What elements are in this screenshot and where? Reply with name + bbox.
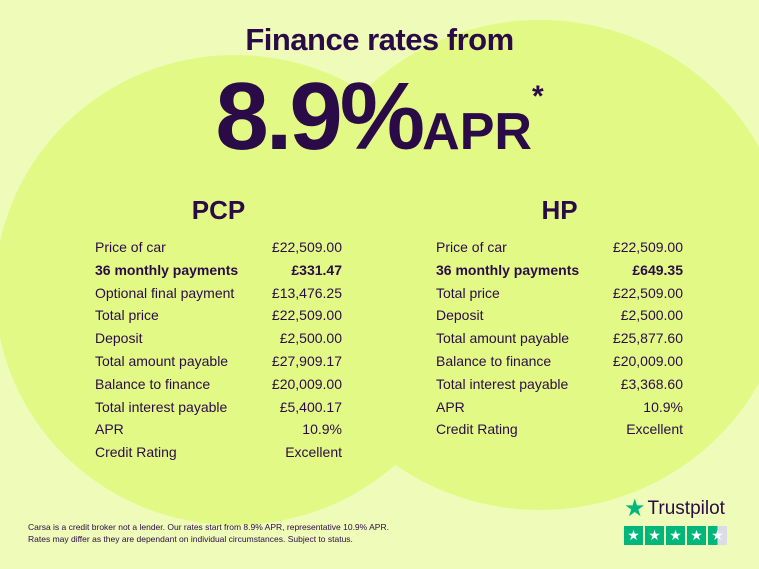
rating-star-icon: ★ bbox=[624, 526, 643, 545]
row-label: Credit Rating bbox=[95, 444, 177, 461]
star-icon: ★ bbox=[624, 495, 646, 522]
headline: Finance rates from bbox=[245, 22, 514, 57]
row-value: £2,500.00 bbox=[620, 307, 683, 324]
table-row: Deposit £2,500.00 bbox=[95, 327, 342, 350]
rating-star-icon: ★ bbox=[666, 526, 685, 545]
row-value: £22,509.00 bbox=[271, 239, 342, 255]
row-value: £649.35 bbox=[632, 261, 683, 278]
row-label: Deposit bbox=[95, 330, 143, 347]
table-row: Optional final payment £13,476.25 bbox=[95, 282, 342, 305]
row-value: Excellent bbox=[285, 444, 342, 461]
row-label: Price of car bbox=[436, 239, 507, 255]
row-label: Deposit bbox=[436, 307, 484, 324]
row-value: £27,909.17 bbox=[271, 352, 342, 369]
row-label: Total price bbox=[436, 284, 500, 301]
asterisk: * bbox=[531, 80, 544, 113]
disclaimer-line: Rates may differ as they are dependant o… bbox=[28, 534, 353, 544]
row-value: £22,509.00 bbox=[612, 239, 683, 255]
table-row: Total price £22,509.00 bbox=[436, 282, 683, 305]
rating-star-icon: ★ bbox=[687, 526, 706, 545]
row-value: £2,500.00 bbox=[279, 330, 342, 347]
table-row: Deposit £2,500.00 bbox=[436, 304, 683, 327]
table-row: Total interest payable £3,368.60 bbox=[436, 373, 683, 396]
row-value: £331.47 bbox=[291, 261, 342, 278]
row-label: Credit Rating bbox=[436, 421, 518, 438]
row-label: Total interest payable bbox=[95, 398, 228, 415]
table-row: Price of car £22,509.00 bbox=[436, 236, 683, 259]
table-row: Balance to finance £20,009.00 bbox=[95, 373, 342, 396]
row-label: Total amount payable bbox=[95, 352, 229, 369]
table-row: Credit Rating Excellent bbox=[436, 418, 683, 441]
row-value: £13,476.25 bbox=[271, 284, 342, 301]
rating-star-icon: ★ bbox=[645, 526, 664, 545]
trustpilot-label: Trustpilot bbox=[647, 497, 725, 519]
apr-label: APR bbox=[422, 103, 532, 161]
row-label: APR bbox=[436, 398, 465, 415]
trustpilot-badge: ★ Trustpilot ★ ★ ★ ★ ★ bbox=[624, 494, 727, 545]
row-label: Total interest payable bbox=[436, 375, 569, 392]
table-row: APR 10.9% bbox=[95, 418, 342, 441]
table-row: Total amount payable £25,877.60 bbox=[436, 327, 683, 350]
row-label: Balance to finance bbox=[95, 375, 211, 392]
rate-display: 8.9%APR* bbox=[0, 62, 759, 172]
row-label: 36 monthly payments bbox=[95, 261, 239, 278]
row-label: APR bbox=[95, 421, 124, 438]
disclaimer: Carsa is a credit broker not a lender. O… bbox=[28, 521, 389, 545]
row-label: 36 monthly payments bbox=[436, 261, 580, 278]
row-value: £20,009.00 bbox=[271, 375, 342, 392]
table-row: Total price £22,509.00 bbox=[95, 304, 342, 327]
row-value: £22,509.00 bbox=[271, 307, 342, 324]
row-label: Total price bbox=[95, 307, 159, 324]
row-value: Excellent bbox=[626, 421, 683, 438]
row-value: £3,368.60 bbox=[620, 375, 683, 392]
hp-title: HP bbox=[541, 195, 578, 225]
background-circle-right bbox=[290, 20, 759, 510]
row-value: £25,877.60 bbox=[612, 330, 683, 347]
table-row: APR 10.9% bbox=[436, 396, 683, 419]
table-row: Price of car £22,509.00 bbox=[95, 236, 342, 259]
row-value: 10.9% bbox=[302, 421, 342, 438]
hp-table: HP Price of car £22,509.00 36 monthly paym… bbox=[436, 195, 683, 441]
row-label: Total amount payable bbox=[436, 330, 570, 347]
hp-rows: Price of car £22,509.00 36 monthly payment… bbox=[436, 236, 683, 441]
trustpilot-logo: ★ Trustpilot bbox=[624, 494, 727, 523]
pcp-rows: Price of car £22,509.00 36 monthly payment… bbox=[95, 236, 342, 464]
trustpilot-rating: ★ ★ ★ ★ ★ bbox=[624, 526, 727, 545]
table-row: 36 monthly payments £649.35 bbox=[436, 259, 683, 282]
rating-star-icon: ★ bbox=[708, 526, 727, 545]
row-value: 10.9% bbox=[643, 398, 683, 415]
table-row: Balance to finance £20,009.00 bbox=[436, 350, 683, 373]
pcp-table: PCP Price of car £22,509.00 36 monthly pay… bbox=[95, 195, 342, 464]
disclaimer-line: Carsa is a credit broker not a lender. O… bbox=[28, 522, 389, 532]
table-row: Total interest payable £5,400.17 bbox=[95, 396, 342, 419]
table-row: Credit Rating Excellent bbox=[95, 441, 342, 464]
row-value: £5,400.17 bbox=[279, 398, 342, 415]
row-label: Optional final payment bbox=[95, 284, 235, 301]
row-value: £20,009.00 bbox=[612, 352, 683, 369]
pcp-title: PCP bbox=[191, 195, 246, 225]
row-label: Price of car bbox=[95, 239, 166, 255]
rate-value: 8.9% bbox=[215, 63, 425, 170]
table-row: 36 monthly payments £331.47 bbox=[95, 259, 342, 282]
table-row: Total amount payable £27,909.17 bbox=[95, 350, 342, 373]
row-label: Balance to finance bbox=[436, 352, 552, 369]
row-value: £22,509.00 bbox=[612, 284, 683, 301]
